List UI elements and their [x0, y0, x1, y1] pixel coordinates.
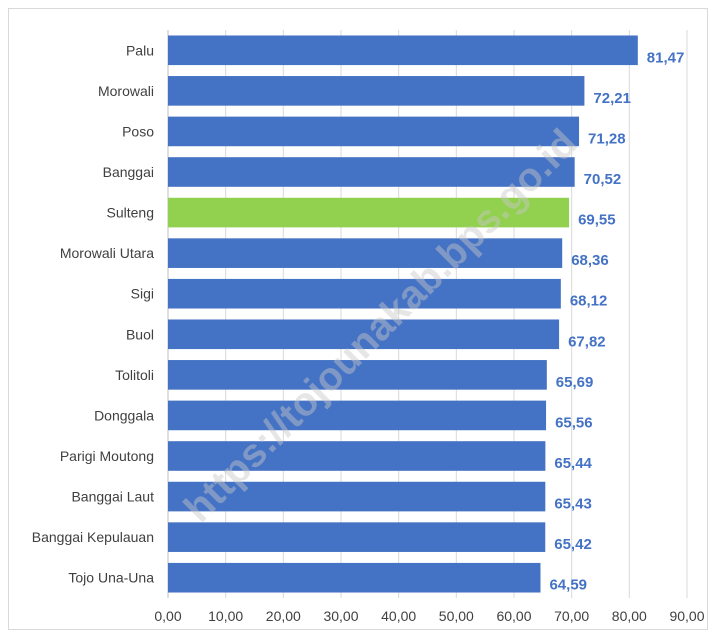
x-axis-ticks: 0,00 10,00 20,00 30,00 40,00 50,00 60,00 70,00 8…: [154, 608, 704, 624]
data-label: 72,21: [593, 90, 631, 107]
data-label: 68,36: [571, 252, 609, 269]
x-tick-label: 50,00: [439, 608, 474, 624]
category-label: Parigi Moutong: [60, 448, 154, 464]
category-label: Poso: [122, 123, 154, 139]
gridlines: [167, 30, 688, 598]
category-label: Banggai Kepulauan: [32, 529, 154, 545]
data-label: 71,28: [588, 130, 626, 147]
data-label: 69,55: [578, 212, 616, 229]
bar-tolitoli: [168, 360, 547, 390]
bars: [168, 35, 638, 593]
data-label: 65,69: [556, 374, 594, 391]
data-label: 65,44: [554, 455, 592, 472]
x-tick-label: 10,00: [208, 608, 243, 624]
bar-morowali-utara: [168, 238, 563, 268]
x-tick-label: 70,00: [554, 608, 589, 624]
category-label: Banggai Laut: [71, 489, 154, 505]
data-label: 81,47: [647, 49, 685, 66]
bar-tojo-una-una: [168, 562, 541, 593]
data-label: 70,52: [584, 171, 622, 188]
data-label: 68,12: [570, 293, 608, 310]
bar-sigi: [168, 278, 561, 309]
data-label: 67,82: [568, 333, 606, 350]
data-label: 65,56: [555, 414, 593, 431]
x-tick-label: 30,00: [323, 608, 358, 624]
x-tick-label: 80,00: [612, 608, 647, 624]
bar-banggai-kepulauan: [168, 522, 546, 552]
x-tick-label: 90,00: [669, 608, 704, 624]
chart-frame: [8, 8, 708, 630]
bar-banggai: [168, 157, 575, 187]
bar-palu: [168, 35, 638, 66]
category-label: Banggai: [103, 164, 154, 180]
category-label: Tolitoli: [115, 367, 154, 383]
category-label: Palu: [126, 42, 154, 58]
bar-buol: [168, 319, 560, 350]
bar-parigi-moutong: [168, 441, 546, 471]
x-tick-label: 60,00: [496, 608, 531, 624]
category-label: Morowali Utara: [60, 245, 154, 261]
x-tick-label: 20,00: [266, 608, 301, 624]
bar-sulteng: [168, 197, 570, 228]
category-label: Sigi: [131, 286, 154, 302]
x-tick-label: 0,00: [154, 608, 181, 624]
bar-poso: [168, 116, 580, 147]
data-label: 65,42: [554, 536, 592, 553]
category-label: Sulteng: [107, 205, 154, 221]
category-label: Morowali: [98, 83, 154, 99]
x-tick-label: 40,00: [381, 608, 416, 624]
bar-donggala: [168, 400, 547, 431]
category-label: Buol: [126, 326, 154, 342]
category-labels: Palu Morowali Poso Banggai Sulteng Morowali U…: [32, 42, 154, 585]
data-label: 64,59: [549, 577, 587, 594]
category-label: Donggala: [94, 407, 154, 423]
category-label: Tojo Una-Una: [68, 570, 154, 586]
bar-morowali: [168, 76, 585, 106]
data-label: 65,43: [554, 496, 592, 513]
bar-banggai-laut: [168, 481, 546, 512]
value-labels: 81,47 72,21 71,28 70,52 69,55 68,36 68,12 67,82…: [549, 49, 684, 593]
